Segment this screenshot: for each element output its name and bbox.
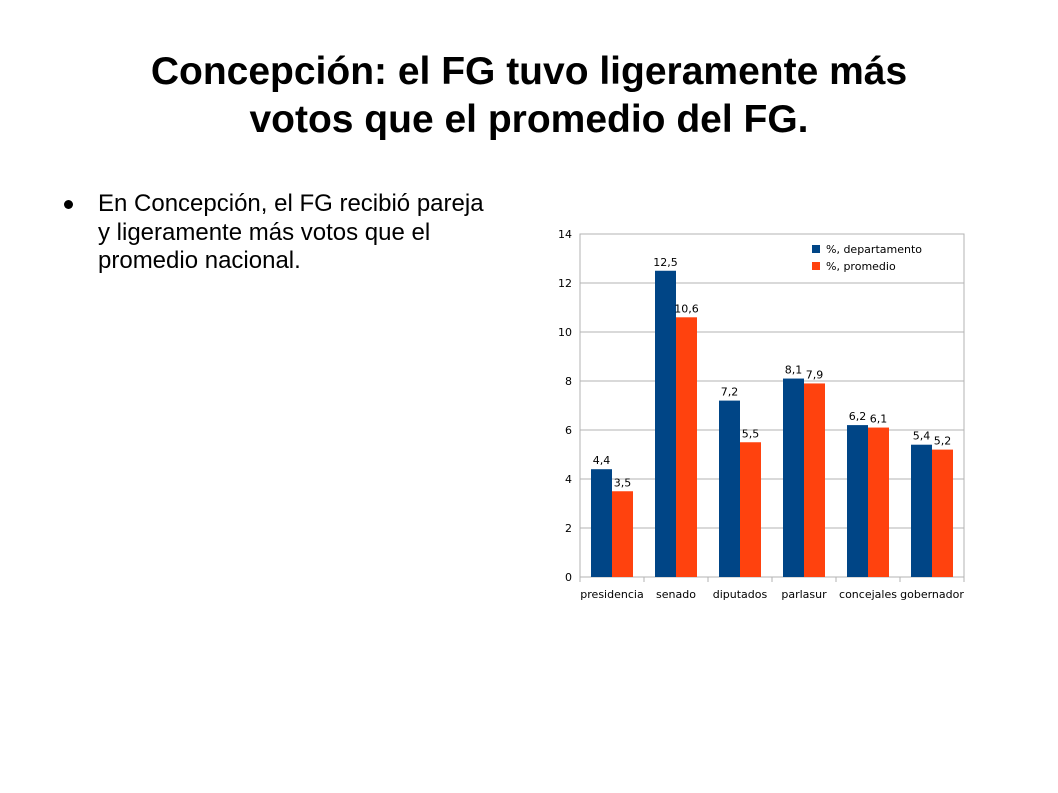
data-label: 5,5 bbox=[742, 427, 760, 440]
data-label: 3,5 bbox=[614, 476, 632, 489]
bar bbox=[612, 491, 633, 577]
bar bbox=[591, 469, 612, 577]
x-tick-label: parlasur bbox=[781, 588, 827, 601]
bar bbox=[740, 442, 761, 577]
data-label: 5,2 bbox=[934, 435, 952, 448]
x-tick-label: gobernador bbox=[900, 588, 964, 601]
x-tick-label: concejales bbox=[839, 588, 897, 601]
data-label: 7,9 bbox=[806, 368, 824, 381]
chart-svg: 0 2 4 6 8 10 12 14 presidencia senado diputados par… bbox=[558, 228, 965, 601]
data-label: 4,4 bbox=[593, 454, 611, 467]
bar bbox=[676, 317, 697, 577]
data-label: 6,1 bbox=[870, 413, 888, 426]
bar bbox=[655, 270, 676, 577]
bar bbox=[783, 378, 804, 577]
data-label: 5,4 bbox=[913, 430, 931, 443]
bar bbox=[868, 427, 889, 577]
y-tick-label: 6 bbox=[565, 424, 572, 437]
bar-chart: 0 2 4 6 8 10 12 14 presidencia senado diputados par… bbox=[520, 215, 970, 610]
data-label: 12,5 bbox=[653, 256, 678, 269]
x-tick-label: diputados bbox=[713, 588, 768, 601]
slide-title: Concepción: el FG tuvo ligeramente más v… bbox=[20, 48, 1038, 144]
bullet-text: En Concepción, el FG recibió pareja y li… bbox=[98, 190, 484, 274]
bullet-list: En Concepción, el FG recibió pareja y li… bbox=[60, 190, 500, 276]
y-tick-label: 0 bbox=[565, 571, 572, 584]
data-label: 10,6 bbox=[674, 302, 699, 315]
bar bbox=[932, 449, 953, 577]
legend-label: %, departamento bbox=[826, 243, 922, 256]
bullet-item: En Concepción, el FG recibió pareja y li… bbox=[60, 190, 500, 276]
x-tick-label: senado bbox=[656, 588, 696, 601]
legend-label: %, promedio bbox=[826, 260, 896, 273]
x-tick-label: presidencia bbox=[580, 588, 643, 601]
bar bbox=[804, 383, 825, 577]
bar bbox=[719, 400, 740, 577]
y-tick-label: 8 bbox=[565, 375, 572, 388]
y-tick-label: 2 bbox=[565, 522, 572, 535]
bar bbox=[911, 444, 932, 577]
y-tick-label: 12 bbox=[558, 277, 572, 290]
data-label: 6,2 bbox=[849, 410, 867, 423]
legend-swatch bbox=[812, 262, 820, 270]
y-tick-label: 10 bbox=[558, 326, 572, 339]
data-label: 8,1 bbox=[785, 364, 803, 377]
y-tick-label: 4 bbox=[565, 473, 572, 486]
plot-area bbox=[579, 233, 965, 578]
slide-title-line-2: votos que el promedio del FG. bbox=[249, 98, 809, 141]
legend-swatch bbox=[812, 245, 820, 253]
slide-title-line-1: Concepción: el FG tuvo ligeramente más bbox=[150, 50, 908, 93]
data-label: 7,2 bbox=[721, 386, 739, 399]
bullet-dot-icon bbox=[64, 200, 73, 209]
bar bbox=[847, 425, 868, 577]
y-tick-label: 14 bbox=[558, 228, 572, 241]
